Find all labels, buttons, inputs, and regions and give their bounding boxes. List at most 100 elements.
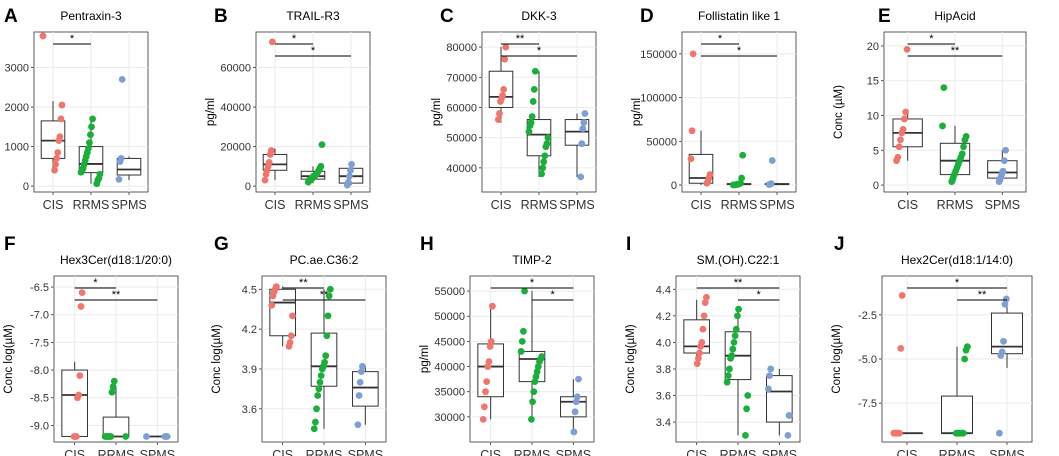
panel-h-box-cis [477, 306, 504, 420]
panel-g-point-cis [287, 332, 295, 340]
panel-i-point-rrms [730, 339, 738, 346]
panel-b-point-cis [262, 170, 270, 178]
panel-g-sig-label: ** [320, 289, 329, 301]
panel-h-point-cis [484, 363, 492, 370]
panel-g-title: PC.ae.C36:2 [290, 253, 359, 267]
panel-j-point-cis [898, 292, 906, 299]
panel-i-point-rrms [723, 378, 731, 386]
panel-f-ytick-label: -8.0 [30, 365, 49, 377]
panel-i-point-cis [703, 293, 710, 301]
panel-c-xtick-label-spms: SPMS [559, 198, 594, 212]
panel-c-point-spms [580, 119, 588, 126]
panel-i-box-spms [766, 368, 793, 436]
panel-f-point-rrms [109, 383, 117, 391]
panel-i-point-rrms [729, 345, 737, 353]
panel-b-ytick-label: 0 [245, 181, 251, 193]
panel-a-point-cis [53, 155, 61, 162]
panel-b-title: TRAIL-R3 [286, 9, 340, 23]
panel-a-point-rrms [87, 131, 94, 139]
panel-d-ytick-label: 150000 [640, 49, 677, 61]
panel-i-point-rrms [734, 312, 741, 320]
panel-g-point-rrms [312, 418, 319, 426]
panel-h-point-spms [570, 428, 578, 436]
panel-b-point-cis [268, 38, 276, 46]
panel-j-xtick-label-spms: SPMS [989, 448, 1024, 456]
panel-i-point-rrms [744, 392, 752, 399]
panel-b-xtick-label-cis: CIS [265, 198, 286, 212]
panel-j-ylabel: Conc log(µM) [831, 324, 843, 393]
panel-b-ytick-label: 60000 [220, 63, 251, 75]
panel-a-point-cis [39, 32, 47, 40]
panel-h-xtick-label-spms: SPMS [556, 448, 591, 456]
panel-f-ytick-label: -9.0 [30, 420, 49, 432]
panel-g-point-rrms [315, 385, 323, 393]
panel-i: I SM.(OH).C22:1 3.4 3.6 3.8 4.0 4.2 4.4 Conc log… [625, 234, 801, 456]
panel-j-point-spms [1000, 337, 1007, 345]
panel-c-point-rrms [529, 98, 537, 105]
panel-j-ytick-label: -5.0 [858, 354, 877, 366]
panel-a-point-rrms [88, 123, 95, 131]
panel-c-point-rrms [538, 170, 546, 178]
panel-c-sig-label: * [537, 45, 542, 57]
panel-h-ytick-label: 35000 [434, 387, 465, 399]
panel-g-point-rrms [324, 312, 332, 320]
panel-e-point-cis [900, 115, 908, 123]
panel-f-point-cis [74, 394, 81, 402]
panel-i-ytick-label: 4.4 [656, 284, 671, 296]
panel-d-ytick-label: 50000 [646, 136, 677, 148]
panel-h-point-cis [482, 388, 489, 396]
panel-i-ytick-label: 3.8 [656, 364, 671, 376]
panel-c-ytick-label: 80000 [446, 42, 477, 54]
panel-j-point-spms [1001, 300, 1009, 308]
panel-c-point-cis [501, 55, 509, 63]
panel-g-point-rrms [323, 332, 331, 340]
panel-c-point-spms [581, 110, 589, 117]
box-iqr [61, 369, 88, 437]
panel-a-point-rrms [86, 139, 93, 147]
panel-e-point-cis [897, 136, 904, 144]
panel-e-sig-label: ** [951, 45, 960, 57]
panel-a-xtick-label-rrms: RRMS [73, 198, 110, 212]
panel-i-ytick-label: 4.0 [656, 337, 671, 349]
panel-a-point-cis [52, 160, 60, 168]
panel-f-point-cis [77, 303, 85, 310]
box-iqr [941, 395, 973, 434]
panel-d: D Follistatin like 1 0 50000 100000 150000 pg/… [631, 6, 797, 212]
panel-g-letter: G [214, 234, 229, 255]
panel-b-xtick-label-spms: SPMS [333, 198, 368, 212]
panel-f-box-rrms [102, 386, 130, 438]
panel-c-sig-label: ** [516, 33, 525, 45]
panel-i-xtick-label-spms: SPMS [762, 448, 797, 456]
panel-h-point-rrms [520, 327, 527, 335]
panel-f-xtick-label-spms: SPMS [140, 448, 175, 456]
panel-e-letter: E [878, 6, 891, 27]
panel-i-point-rrms [731, 332, 739, 340]
panel-e-point-rrms [960, 143, 967, 151]
panel-e-point-rrms [948, 178, 956, 185]
panel-e-point-cis [903, 45, 911, 53]
panel-e-point-cis [902, 108, 910, 116]
panel-a-point-spms [116, 158, 124, 165]
panel-e-point-rrms [961, 136, 969, 144]
panel-e-point-rrms [939, 122, 946, 130]
panel-g-point-rrms [318, 365, 326, 373]
panel-j-point-spms [1002, 295, 1010, 303]
panel-c-point-cis [502, 43, 510, 51]
panel-j-xtick-label-cis: CIS [897, 448, 918, 456]
panel-h-point-spms [575, 375, 582, 383]
panel-d-point-rrms [739, 151, 747, 159]
panel-i-point-spms [766, 372, 773, 379]
panel-g-point-cis [268, 301, 276, 309]
panel-d-point-cis [688, 127, 696, 135]
panel-a-point-rrms [77, 168, 85, 176]
panel-i-title: SM.(OH).C22:1 [697, 253, 780, 267]
panel-g-xtick-label-spms: SPMS [348, 448, 383, 456]
panel-d-point-cis [689, 50, 697, 58]
panel-i-xtick-label-cis: CIS [686, 448, 707, 456]
panel-c-point-rrms [539, 164, 547, 172]
panel-h-point-rrms [529, 398, 536, 406]
panel-d-point-cis [703, 179, 711, 187]
panel-a-title: Pentraxin-3 [60, 9, 122, 23]
panel-a-ytick-label: 0 [23, 181, 29, 193]
panel-g-point-cis [269, 292, 277, 300]
